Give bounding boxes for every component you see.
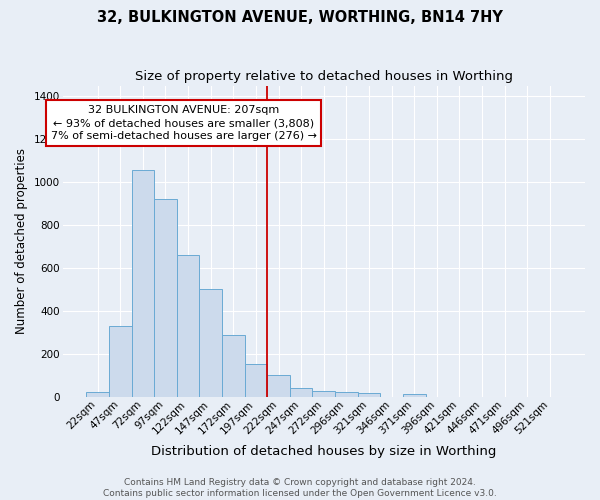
Bar: [267, 375, 290, 396]
Text: Contains HM Land Registry data © Crown copyright and database right 2024.
Contai: Contains HM Land Registry data © Crown c…: [103, 478, 497, 498]
Bar: [335, 392, 358, 396]
Bar: [313, 391, 335, 396]
Bar: [154, 199, 177, 396]
Bar: [109, 326, 131, 396]
Bar: [222, 336, 245, 396]
Bar: [199, 290, 222, 397]
Bar: [245, 364, 267, 396]
Bar: [403, 394, 425, 396]
Y-axis label: Number of detached properties: Number of detached properties: [15, 148, 28, 334]
Bar: [177, 255, 199, 396]
Bar: [131, 170, 154, 396]
X-axis label: Distribution of detached houses by size in Worthing: Distribution of detached houses by size …: [151, 444, 496, 458]
Bar: [290, 388, 313, 396]
Title: Size of property relative to detached houses in Worthing: Size of property relative to detached ho…: [135, 70, 513, 83]
Bar: [86, 392, 109, 396]
Bar: [358, 394, 380, 396]
Text: 32, BULKINGTON AVENUE, WORTHING, BN14 7HY: 32, BULKINGTON AVENUE, WORTHING, BN14 7H…: [97, 10, 503, 25]
Text: 32 BULKINGTON AVENUE: 207sqm
← 93% of detached houses are smaller (3,808)
7% of : 32 BULKINGTON AVENUE: 207sqm ← 93% of de…: [50, 105, 317, 142]
